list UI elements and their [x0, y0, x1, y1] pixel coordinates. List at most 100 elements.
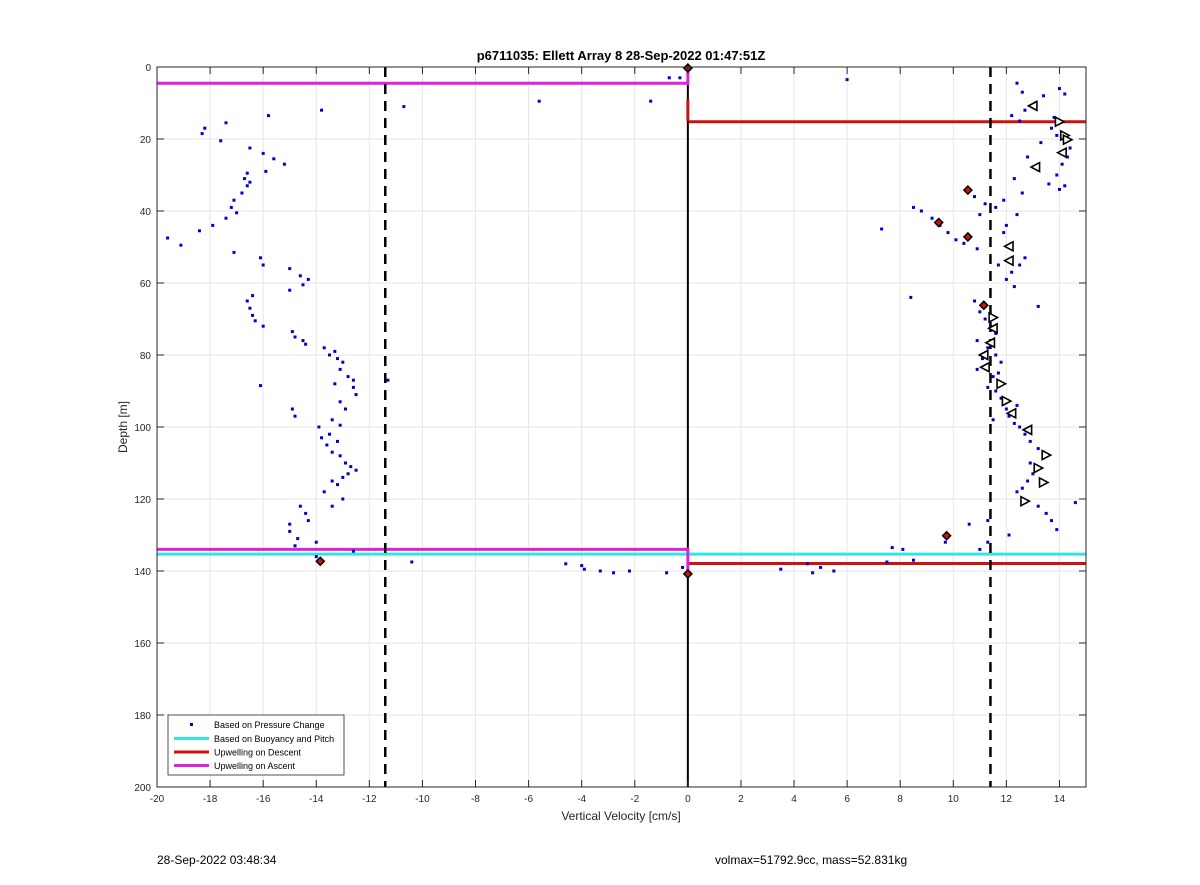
pressure-point: [330, 418, 334, 422]
pressure-point: [973, 299, 977, 303]
pressure-point: [999, 360, 1003, 364]
pressure-point: [243, 177, 247, 181]
triangle-marker: [1005, 407, 1017, 420]
pressure-point: [1007, 533, 1011, 537]
pressure-point: [1073, 501, 1077, 505]
pressure-point: [986, 346, 990, 350]
pressure-point: [288, 267, 292, 271]
pressure-point: [335, 483, 339, 487]
pressure-point: [306, 519, 310, 523]
pressure-point: [1015, 81, 1019, 85]
pressure-point: [282, 162, 286, 166]
pressure-point: [909, 295, 913, 299]
pressure-point: [386, 378, 390, 382]
pressure-point: [245, 299, 249, 303]
pressure-point: [264, 169, 268, 173]
pressure-point: [259, 256, 263, 260]
pressure-point: [248, 180, 252, 184]
pressure-point: [328, 432, 332, 436]
footer-metadata: volmax=51792.9cc, mass=52.831kg: [715, 853, 908, 867]
diamond-marker: [682, 568, 693, 579]
pressure-point: [1055, 133, 1059, 137]
pressure-point: [978, 547, 982, 551]
y-tick-label: 180: [134, 711, 151, 722]
y-tick-label: 100: [134, 423, 151, 434]
pressure-point: [330, 450, 334, 454]
pressure-point: [1012, 285, 1016, 289]
x-tick-label: 2: [738, 794, 744, 805]
x-tick-label: 10: [948, 794, 960, 805]
legend-label-pressure: Based on Pressure Change: [214, 720, 325, 730]
pressure-point: [338, 454, 342, 458]
pressure-point: [880, 227, 884, 231]
x-axis-label: Vertical Velocity [cm/s]: [561, 809, 680, 823]
legend-label-buoyancy: Based on Buoyancy and Pitch: [214, 734, 334, 744]
pressure-point: [1023, 256, 1027, 260]
pressure-point: [1031, 472, 1035, 476]
triangle-marker: [1029, 161, 1041, 173]
pressure-point: [296, 537, 300, 541]
pressure-point: [304, 342, 308, 346]
pressure-point: [805, 562, 809, 566]
pressure-point: [341, 475, 345, 479]
pressure-point: [1060, 162, 1064, 166]
x-tick-label: -2: [630, 794, 639, 805]
pressure-point: [975, 339, 979, 343]
x-tick-label: 12: [1001, 794, 1013, 805]
pressure-point: [1068, 146, 1072, 150]
pressure-point: [322, 346, 326, 350]
pressure-point: [994, 353, 998, 357]
pressure-point: [1020, 486, 1024, 490]
pressure-point: [224, 121, 228, 125]
pressure-point: [911, 558, 915, 562]
pressure-point: [232, 250, 236, 254]
x-tick-label: -20: [150, 794, 165, 805]
triangle-marker: [996, 377, 1008, 390]
footer-timestamp: 28-Sep-2022 03:48:34: [157, 853, 277, 867]
pressure-point: [1026, 155, 1030, 159]
diamond-marker: [933, 217, 944, 228]
pressure-point: [330, 479, 334, 483]
triangle-marker: [984, 336, 996, 349]
pressure-point: [351, 549, 355, 553]
pressure-point: [351, 385, 355, 389]
pressure-point: [1007, 414, 1011, 418]
pressure-point: [819, 565, 823, 569]
markers: [315, 63, 1074, 579]
chart-title: p6711035: Ellett Array 8 28-Sep-2022 01:…: [477, 48, 766, 63]
pressure-point: [338, 367, 342, 371]
pressure-point: [1015, 403, 1019, 407]
pressure-point: [1004, 277, 1008, 281]
triangle-marker: [1062, 133, 1074, 146]
pressure-point: [343, 461, 347, 465]
pressure-point: [978, 310, 982, 314]
pressure-point: [211, 223, 215, 227]
pressure-point: [973, 195, 977, 199]
pressure-point: [667, 76, 671, 80]
pressure-point: [954, 238, 958, 242]
triangle-marker: [1001, 395, 1013, 407]
pressure-point: [1012, 421, 1016, 425]
pressure-point: [962, 241, 966, 245]
pressure-point: [1052, 115, 1056, 119]
pressure-point: [219, 139, 223, 143]
diamond-marker: [315, 556, 326, 567]
pressure-point: [649, 99, 653, 103]
x-tick-label: -12: [362, 794, 377, 805]
pressure-point: [983, 202, 987, 206]
pressure-point: [996, 371, 1000, 375]
pressure-point: [245, 184, 249, 188]
pressure-point: [811, 571, 815, 575]
x-tick-label: -10: [415, 794, 430, 805]
pressure-point: [986, 540, 990, 544]
pressure-point: [1042, 94, 1046, 98]
pressure-point: [1018, 425, 1022, 429]
pressure-point: [298, 504, 302, 508]
pressure-point: [986, 519, 990, 523]
pressure-point: [253, 319, 257, 323]
pressure-point: [1015, 213, 1019, 217]
pressure-point: [537, 99, 541, 103]
x-tick-label: 8: [897, 794, 903, 805]
pressure-point: [224, 216, 228, 220]
pressure-point: [248, 146, 252, 150]
